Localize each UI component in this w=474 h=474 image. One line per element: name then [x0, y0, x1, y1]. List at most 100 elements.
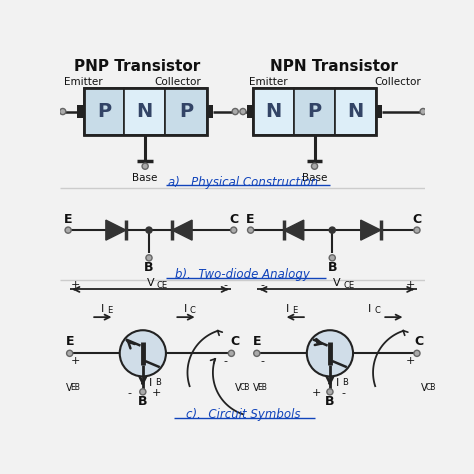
Circle shape: [146, 227, 152, 233]
Bar: [83, 88, 207, 136]
Text: E: E: [65, 335, 74, 348]
Text: CE: CE: [157, 281, 168, 290]
Text: Collector: Collector: [155, 77, 201, 87]
Text: V: V: [421, 383, 428, 393]
Text: +: +: [71, 356, 81, 366]
Circle shape: [327, 389, 333, 395]
Text: Emitter: Emitter: [249, 77, 288, 87]
Circle shape: [228, 350, 235, 356]
Polygon shape: [172, 220, 192, 240]
Polygon shape: [361, 220, 381, 240]
Text: Collector: Collector: [375, 77, 421, 87]
Bar: [77, 105, 83, 118]
Text: +: +: [406, 280, 416, 290]
Text: Emitter: Emitter: [64, 77, 103, 87]
Text: B: B: [325, 395, 335, 408]
Text: +: +: [71, 280, 81, 290]
Text: CB: CB: [240, 383, 250, 392]
Text: I: I: [336, 378, 339, 388]
Text: c).  Circuit Symbols: c). Circuit Symbols: [186, 409, 300, 421]
Polygon shape: [284, 220, 304, 240]
Bar: [165, 88, 207, 136]
Bar: [247, 105, 253, 118]
Text: B: B: [328, 261, 337, 274]
Bar: [207, 105, 213, 118]
Bar: [253, 88, 294, 136]
Text: V: V: [253, 383, 260, 393]
Text: C: C: [229, 213, 238, 226]
Circle shape: [414, 350, 420, 356]
Circle shape: [311, 163, 318, 169]
Text: b).  Two-diode Analogy: b). Two-diode Analogy: [175, 268, 310, 281]
Bar: [124, 88, 165, 136]
Circle shape: [247, 227, 254, 233]
Text: CB: CB: [425, 383, 436, 392]
Text: C: C: [190, 306, 196, 315]
Text: I: I: [286, 304, 289, 314]
Bar: [253, 88, 376, 136]
Text: V: V: [66, 383, 73, 393]
Text: -: -: [261, 356, 265, 366]
Circle shape: [254, 350, 260, 356]
Text: +: +: [311, 388, 321, 398]
Circle shape: [142, 163, 148, 169]
Text: B: B: [342, 378, 348, 387]
Text: NPN Transistor: NPN Transistor: [270, 59, 398, 74]
Bar: [335, 88, 376, 136]
Text: Base: Base: [302, 173, 327, 183]
Text: -: -: [342, 388, 346, 398]
Text: C: C: [414, 335, 423, 348]
Circle shape: [420, 109, 426, 115]
Text: -: -: [223, 356, 227, 366]
Text: EB: EB: [257, 383, 267, 392]
Text: E: E: [292, 306, 298, 315]
Text: I: I: [183, 304, 187, 314]
Text: C: C: [230, 335, 239, 348]
Text: P: P: [179, 102, 193, 121]
Text: I: I: [101, 304, 104, 314]
Text: V: V: [147, 278, 155, 288]
Circle shape: [240, 109, 246, 115]
Text: -: -: [127, 388, 131, 398]
Text: E: E: [246, 213, 255, 226]
Bar: [83, 88, 124, 136]
Circle shape: [414, 227, 420, 233]
Text: N: N: [347, 102, 364, 121]
Text: -: -: [223, 280, 227, 290]
Text: B: B: [138, 395, 147, 408]
Text: N: N: [265, 102, 282, 121]
Text: CE: CE: [343, 281, 354, 290]
Text: -: -: [261, 280, 265, 290]
Circle shape: [66, 350, 73, 356]
Bar: [376, 105, 383, 118]
Circle shape: [120, 330, 166, 376]
Polygon shape: [106, 220, 126, 240]
Text: N: N: [137, 102, 153, 121]
Text: B: B: [144, 261, 154, 274]
Text: E: E: [108, 306, 113, 315]
Text: V: V: [333, 278, 341, 288]
Text: I: I: [149, 378, 152, 388]
Text: E: E: [64, 213, 73, 226]
Bar: [294, 88, 335, 136]
Text: Base: Base: [132, 173, 158, 183]
Circle shape: [231, 227, 237, 233]
Circle shape: [65, 227, 71, 233]
Text: a).  Physical Construction: a). Physical Construction: [168, 176, 318, 189]
Circle shape: [146, 255, 152, 261]
Text: B: B: [155, 378, 161, 387]
Circle shape: [232, 109, 238, 115]
Text: I: I: [368, 304, 372, 314]
Circle shape: [60, 109, 66, 115]
Text: +: +: [406, 356, 416, 366]
Text: P: P: [307, 102, 321, 121]
Circle shape: [307, 330, 353, 376]
Circle shape: [329, 227, 335, 233]
Text: PNP Transistor: PNP Transistor: [74, 59, 201, 74]
Circle shape: [140, 389, 146, 395]
Text: P: P: [97, 102, 111, 121]
Text: C: C: [412, 213, 421, 226]
Circle shape: [329, 255, 335, 261]
Text: EB: EB: [71, 383, 80, 392]
Text: V: V: [235, 383, 242, 393]
